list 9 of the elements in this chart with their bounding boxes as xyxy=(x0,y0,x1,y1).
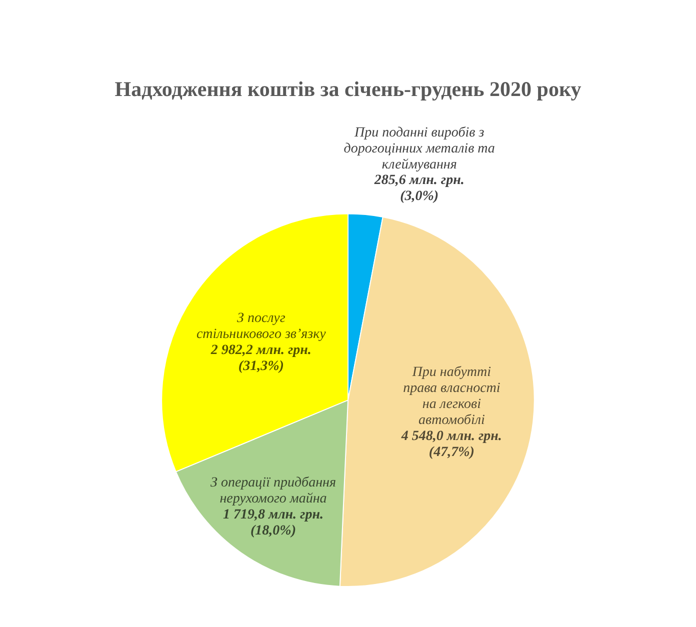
data-label: 4 548,0 млн. грн. (47,7%) xyxy=(400,428,502,460)
slice-label: При поданні виробів з дорогоцінних металів та клеймування xyxy=(344,125,495,172)
slice-label: При набутті права власності на легкові автомобілі xyxy=(403,364,500,428)
data-label: 285,6 млн. грн. (3,0%) xyxy=(373,173,464,204)
chart-title: Надходження коштів за січень-грудень 2020 року xyxy=(114,77,582,102)
data-label: 1 719,8 млн. грн. (18,0%) xyxy=(223,508,324,539)
data-label: 2 982,2 млн. грн. (31,3%) xyxy=(210,342,312,374)
slice-label: З послуг стільникового зв’язку xyxy=(196,310,327,342)
slice-label: З операції придбання нерухомого майна xyxy=(210,476,336,507)
